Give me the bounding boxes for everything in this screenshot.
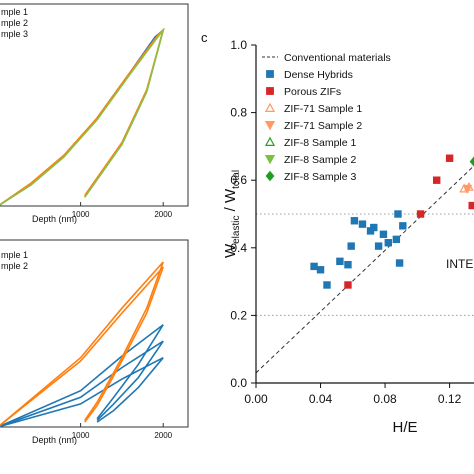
legend-label: ZIF-71 Sample 1 bbox=[284, 103, 362, 115]
panel-c-ylabel-sub1: elastic bbox=[231, 216, 242, 244]
y-tick-label: 1.0 bbox=[230, 38, 247, 52]
panel-top-left-xlabel: Depth (nm) bbox=[32, 214, 77, 224]
curve-2-2 bbox=[0, 266, 164, 427]
legend-swatch bbox=[264, 155, 276, 165]
panel-bottom-left-ticks: 1000 2000 bbox=[72, 423, 173, 440]
curve-1-2 bbox=[0, 340, 164, 428]
point-porous-zifs bbox=[344, 281, 352, 289]
x-tick-label: 1000 bbox=[72, 431, 90, 440]
point-zif-8-sample-3 bbox=[469, 156, 474, 167]
point-dense-hybrids bbox=[374, 242, 383, 250]
point-dense-hybrids bbox=[379, 230, 388, 238]
panel-c-label: c bbox=[201, 30, 208, 45]
x-tick-label: 0.04 bbox=[309, 392, 333, 406]
legend-label: ZIF-8 Sample 2 bbox=[284, 154, 357, 166]
point-dense-hybrids bbox=[344, 261, 352, 269]
panel-c-legend: Conventional materials Dense Hybrids Porou… bbox=[262, 52, 391, 183]
panel-c-x-ticks: 0.00 0.04 0.08 0.12 bbox=[244, 383, 462, 406]
x-tick-label: 0.00 bbox=[244, 392, 268, 406]
point-porous-zifs bbox=[416, 210, 425, 218]
panel-c-ylabel-mid: / W bbox=[222, 188, 239, 216]
curve-1-1 bbox=[0, 27, 165, 206]
legend-label: ZIF-8 Sample 3 bbox=[284, 171, 357, 183]
point-porous-zifs bbox=[468, 201, 474, 210]
point-dense-hybrids bbox=[370, 223, 378, 232]
legend-label: Porous ZIFs bbox=[284, 86, 341, 98]
point-dense-hybrids bbox=[358, 220, 367, 228]
x-tick-label: 2000 bbox=[154, 431, 172, 440]
point-dense-hybrids bbox=[323, 281, 331, 289]
point-dense-hybrids bbox=[395, 259, 404, 267]
point-dense-hybrids bbox=[347, 242, 355, 250]
panel-top-left-curves bbox=[0, 27, 165, 206]
legend-swatch bbox=[264, 136, 276, 146]
legend-label: mple 3 bbox=[1, 29, 28, 39]
point-dense-hybrids bbox=[336, 257, 344, 266]
legend-label: ZIF-71 Sample 2 bbox=[284, 120, 362, 132]
panel-bottom-left-curves bbox=[0, 261, 164, 428]
panel-top-left-frame bbox=[0, 3, 189, 207]
panel-top-left-ticks: 1000 2000 bbox=[72, 202, 173, 219]
legend-label: mple 1 bbox=[1, 250, 28, 260]
y-tick-label: 0.8 bbox=[230, 106, 247, 120]
legend-label: Dense Hybrids bbox=[284, 69, 353, 81]
panel-c-ylabel-sub2: total bbox=[231, 170, 242, 189]
legend-label: Conventional materials bbox=[284, 52, 391, 64]
panel-bottom-left-xlabel: Depth (nm) bbox=[32, 435, 77, 445]
point-dense-hybrids bbox=[399, 222, 407, 230]
legend-label: mple 2 bbox=[1, 18, 28, 28]
legend-label: ZIF-8 Sample 1 bbox=[284, 137, 357, 149]
panel-c-ylabel-main: W bbox=[222, 243, 239, 258]
point-dense-hybrids bbox=[384, 239, 392, 247]
panel-bottom-left-frame bbox=[0, 239, 189, 428]
legend-swatch bbox=[264, 120, 276, 131]
legend-swatch bbox=[264, 102, 276, 113]
panel-c-points bbox=[310, 154, 474, 289]
legend-swatch bbox=[266, 70, 274, 78]
point-dense-hybrids bbox=[310, 262, 318, 271]
panel-c-ylabel: Welastic / Wtotal bbox=[222, 170, 242, 258]
panel-c-xlabel: H/E bbox=[392, 419, 417, 436]
legend-swatch bbox=[265, 170, 275, 182]
y-tick-label: 0.0 bbox=[230, 376, 247, 390]
point-dense-hybrids bbox=[392, 235, 401, 244]
y-tick-label: 0.2 bbox=[230, 308, 247, 322]
curve-2-1 bbox=[0, 27, 165, 206]
panel-c-hlines bbox=[256, 213, 474, 316]
point-porous-zifs bbox=[432, 176, 441, 184]
x-tick-label: 0.12 bbox=[438, 392, 462, 406]
legend-label: mple 2 bbox=[1, 261, 28, 271]
point-porous-zifs bbox=[445, 154, 454, 162]
y-tick-label: 0.4 bbox=[230, 241, 247, 255]
legend-swatch bbox=[266, 87, 274, 95]
x-tick-label: 1000 bbox=[72, 210, 90, 219]
legend-label: mple 1 bbox=[1, 7, 28, 17]
curve-3-1 bbox=[0, 29, 164, 206]
curve-2-1 bbox=[0, 261, 164, 427]
x-tick-label: 0.08 bbox=[373, 392, 397, 406]
y-tick-label: 0.6 bbox=[230, 173, 247, 187]
point-zif-71-sample-2 bbox=[462, 184, 473, 194]
panel-c-annotation: INTE bbox=[446, 257, 473, 271]
point-dense-hybrids bbox=[394, 210, 402, 218]
point-dense-hybrids bbox=[316, 266, 325, 274]
panel-c: c 0.00 0.04 0.08 0.12 0.0 0.2 0.4 0.6 0.8 1.0 Co… bbox=[201, 30, 474, 436]
x-tick-label: 2000 bbox=[154, 210, 172, 219]
point-dense-hybrids bbox=[350, 217, 359, 225]
panel-c-y-ticks: 0.0 0.2 0.4 0.6 0.8 1.0 bbox=[230, 38, 256, 390]
curve-1-3 bbox=[0, 356, 164, 428]
curve-1-1 bbox=[0, 324, 164, 427]
